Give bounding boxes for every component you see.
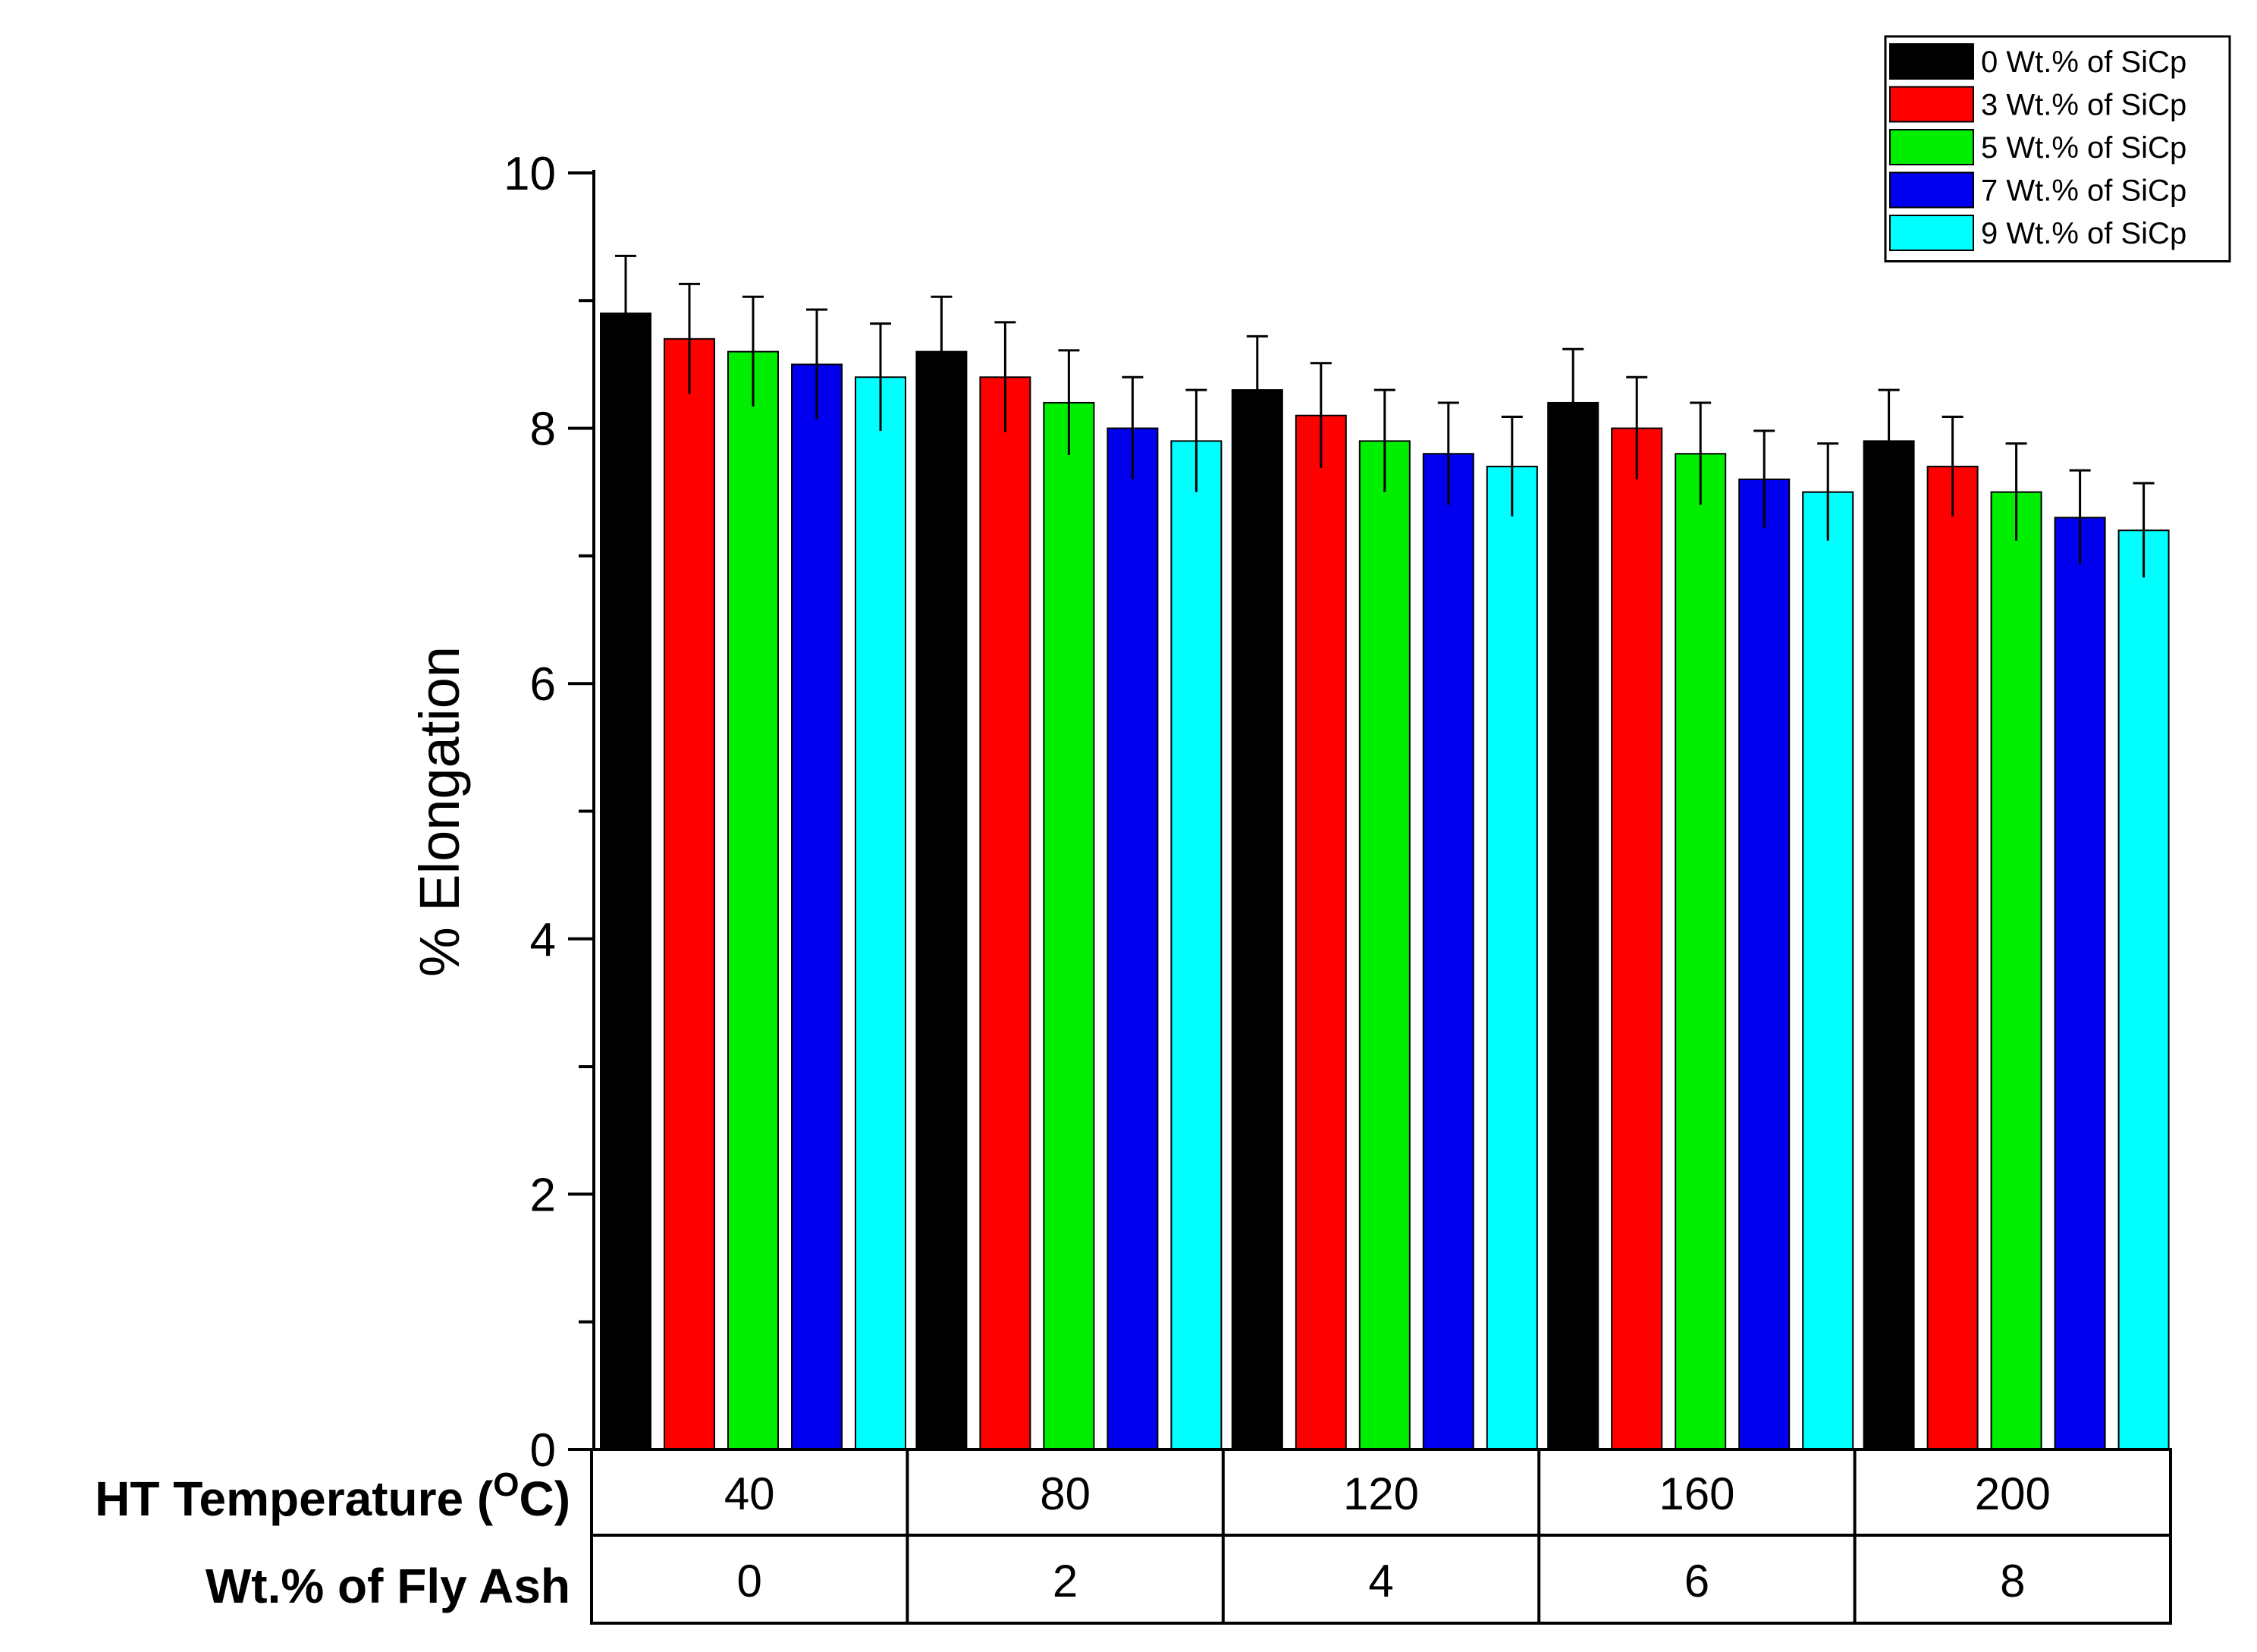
bar-7wt-200 bbox=[2054, 517, 2106, 1450]
legend-swatch-5wt bbox=[1889, 129, 1974, 165]
legend-label-3wt: 3 Wt.% of SiCp bbox=[1981, 89, 2186, 122]
ht-temperature-cell-200: 200 bbox=[1975, 1468, 2051, 1519]
fly-ash-cell-8: 8 bbox=[2000, 1556, 2025, 1606]
bars-layer bbox=[600, 254, 2170, 1451]
bar-3wt-40 bbox=[664, 338, 715, 1450]
bar-5wt-200 bbox=[1990, 491, 2042, 1450]
bar-3wt-120 bbox=[1295, 414, 1347, 1450]
y-axis-title: % Elongation bbox=[408, 646, 471, 977]
fly-ash-cell-6: 6 bbox=[1684, 1556, 1709, 1606]
legend-label-5wt: 5 Wt.% of SiCp bbox=[1981, 131, 2186, 165]
legend-label-9wt: 9 Wt.% of SiCp bbox=[1981, 217, 2186, 250]
ht-temperature-cell-40: 40 bbox=[724, 1468, 775, 1519]
ht-temperature-cell-120: 120 bbox=[1343, 1468, 1419, 1519]
bar-9wt-120 bbox=[1486, 466, 1538, 1451]
fly-ash-cell-0: 0 bbox=[737, 1556, 762, 1606]
y-tick-label-4: 4 bbox=[530, 914, 556, 966]
y-tick-label-2: 2 bbox=[530, 1169, 556, 1221]
legend-swatch-0wt bbox=[1889, 43, 1974, 80]
ht-temperature-cell-80: 80 bbox=[1040, 1468, 1091, 1519]
y-axis: 0 2 4 6 8 10 % Elongation bbox=[408, 148, 595, 1477]
bar-0wt-160 bbox=[1547, 401, 1599, 1451]
y-tick-label-10: 10 bbox=[504, 148, 556, 200]
y-tick-label-6: 6 bbox=[530, 658, 556, 711]
bar-3wt-160 bbox=[1611, 427, 1663, 1450]
y-tick-label-8: 8 bbox=[530, 404, 556, 456]
legend-swatch-9wt bbox=[1889, 215, 1974, 251]
bar-5wt-80 bbox=[1043, 401, 1095, 1451]
bar-0wt-200 bbox=[1863, 440, 1915, 1450]
y-tick-label-0: 0 bbox=[530, 1424, 556, 1477]
bar-0wt-40 bbox=[600, 312, 651, 1450]
fly-ash-label: Wt.% of Fly Ash bbox=[206, 1559, 570, 1613]
legend-label-7wt: 7 Wt.% of SiCp bbox=[1981, 174, 2186, 208]
bar-9wt-160 bbox=[1802, 491, 1854, 1450]
legend: 0 Wt.% of SiCp 3 Wt.% of SiCp 5 Wt.% of Si… bbox=[1884, 35, 2231, 262]
bar-5wt-40 bbox=[727, 350, 779, 1450]
bar-0wt-80 bbox=[915, 350, 968, 1450]
legend-label-0wt: 0 Wt.% of SiCp bbox=[1981, 46, 2186, 79]
bar-9wt-80 bbox=[1170, 440, 1223, 1450]
bar-3wt-80 bbox=[979, 376, 1031, 1450]
bar-7wt-120 bbox=[1422, 453, 1474, 1450]
ht-temperature-label: HT Temperature (OC) bbox=[95, 1466, 570, 1526]
fly-ash-cell-2: 2 bbox=[1053, 1556, 1078, 1606]
legend-swatch-3wt bbox=[1889, 86, 1974, 123]
bar-3wt-200 bbox=[1926, 466, 1979, 1451]
bar-7wt-40 bbox=[791, 363, 843, 1451]
legend-swatch-7wt bbox=[1889, 171, 1974, 209]
bar-9wt-200 bbox=[2117, 529, 2170, 1450]
ht-temperature-cell-160: 160 bbox=[1659, 1468, 1734, 1519]
bar-7wt-160 bbox=[1738, 478, 1791, 1450]
bar-9wt-40 bbox=[855, 376, 906, 1450]
bar-7wt-80 bbox=[1107, 427, 1159, 1450]
bar-0wt-120 bbox=[1231, 389, 1283, 1450]
bar-5wt-120 bbox=[1358, 440, 1411, 1450]
bar-5wt-160 bbox=[1675, 453, 1727, 1450]
fly-ash-cell-4: 4 bbox=[1368, 1556, 1393, 1606]
